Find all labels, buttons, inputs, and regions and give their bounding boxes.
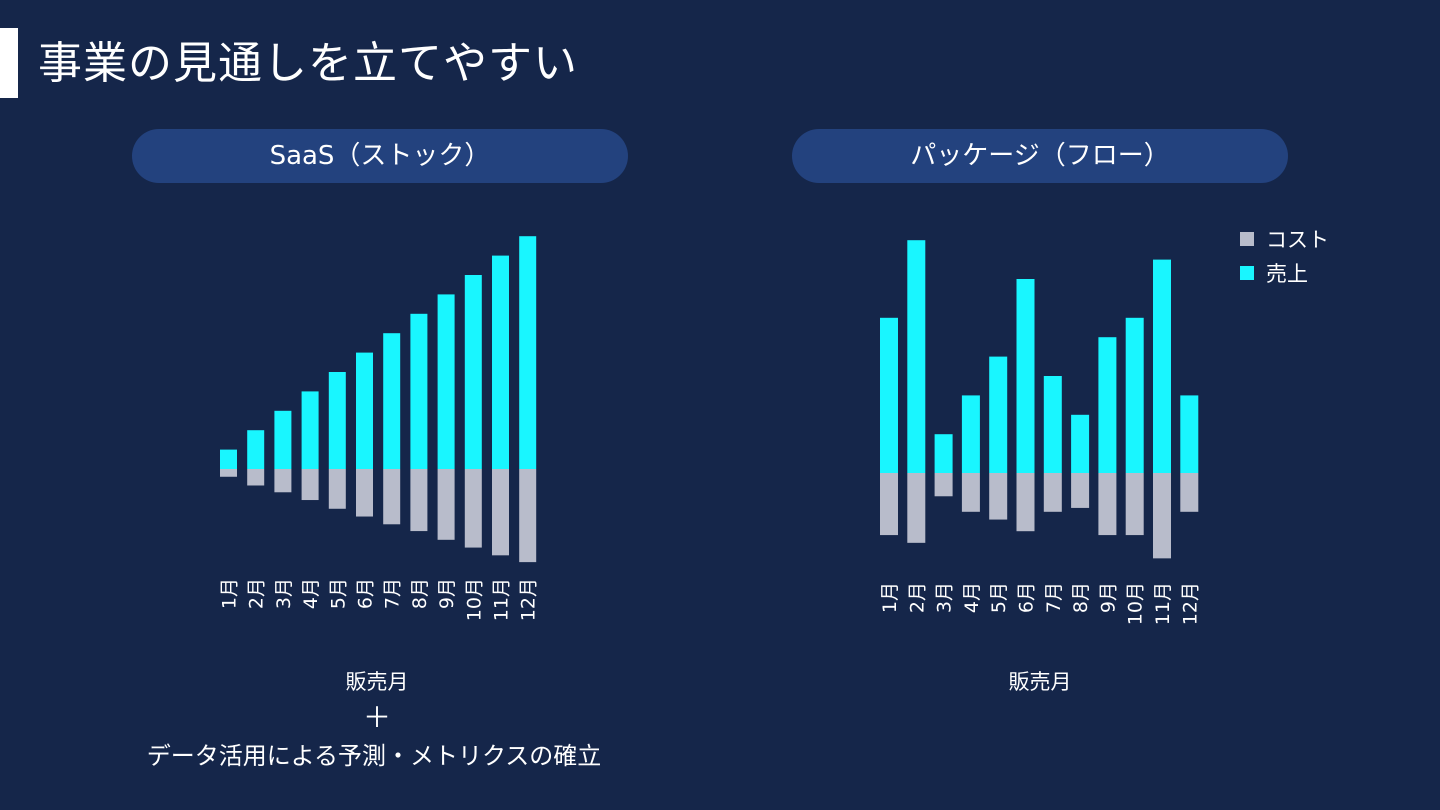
package-sales-bar-12 <box>1180 395 1199 473</box>
package-cost-bar-1 <box>880 473 898 536</box>
package-sales-bar-2 <box>907 240 926 473</box>
package-x-tick-label: 5月 <box>988 582 1010 613</box>
package-sales-bar-6 <box>1016 279 1035 473</box>
saas-sales-bar-4 <box>301 391 319 469</box>
saas-x-tick-label: 4月 <box>300 578 322 609</box>
saas-sales-bar-9 <box>437 294 455 469</box>
legend-label-cost: コスト <box>1266 228 1329 252</box>
saas-x-tick-label: 10月 <box>463 578 485 621</box>
legend-swatch-cost <box>1240 232 1254 246</box>
package-x-tick-label: 11月 <box>1152 582 1174 625</box>
saas-x-tick-label: 2月 <box>246 578 268 609</box>
saas-x-axis-title: 販売月 <box>345 670 409 694</box>
package-cost-bar-4 <box>961 473 980 512</box>
package-sales-bar-7 <box>1043 376 1062 473</box>
plus-sign: ＋ <box>362 701 391 734</box>
package-sales-bar-9 <box>1098 337 1117 473</box>
saas-sales-bar-3 <box>274 410 292 469</box>
saas-cost-bar-7 <box>383 469 401 525</box>
package-cost-bar-5 <box>989 473 1008 520</box>
package-chart-title: パッケージ（フロー） <box>792 129 1288 183</box>
footnote: データ活用による予測・メトリクスの確立 <box>146 742 602 770</box>
saas-x-tick-label: 9月 <box>436 578 458 609</box>
saas-x-tick-label: 6月 <box>355 578 377 609</box>
package-sales-bar-10 <box>1125 317 1144 473</box>
package-cost-bar-11 <box>1153 473 1171 559</box>
package-sales-bar-11 <box>1153 259 1171 473</box>
package-cost-bar-2 <box>907 473 926 543</box>
saas-x-tick-label: 1月 <box>219 578 241 609</box>
legend-swatch-sales <box>1240 266 1254 280</box>
saas-sales-bar-5 <box>328 372 346 469</box>
saas-cost-bar-6 <box>356 469 373 517</box>
saas-cost-bar-10 <box>464 469 482 548</box>
package-cost-bar-3 <box>934 473 953 497</box>
package-x-tick-label: 10月 <box>1125 582 1147 625</box>
saas-sales-bar-7 <box>383 333 401 469</box>
saas-cost-bar-9 <box>437 469 455 540</box>
saas-x-tick-label: 7月 <box>382 578 404 609</box>
saas-sales-bar-12 <box>519 236 537 469</box>
saas-x-tick-label: 11月 <box>491 578 513 621</box>
package-x-tick-label: 4月 <box>961 582 983 613</box>
legend-item-cost: コスト <box>1240 222 1329 256</box>
saas-sales-bar-11 <box>492 255 509 469</box>
saas-cost-bar-1 <box>220 469 237 477</box>
saas-cost-bar-12 <box>519 469 537 563</box>
package-sales-bar-5 <box>989 356 1008 473</box>
saas-cost-bar-3 <box>274 469 292 493</box>
legend-label-sales: 売上 <box>1266 262 1308 286</box>
saas-sales-bar-10 <box>464 275 482 469</box>
saas-cost-bar-4 <box>301 469 319 501</box>
saas-sales-bar-8 <box>410 313 428 469</box>
saas-sales-bar-2 <box>247 430 265 469</box>
package-x-tick-label: 12月 <box>1179 582 1201 625</box>
package-sales-bar-4 <box>961 395 980 473</box>
saas-cost-bar-5 <box>328 469 346 509</box>
package-x-tick-label: 9月 <box>1097 582 1119 613</box>
saas-x-tick-label: 5月 <box>327 578 349 609</box>
saas-cost-bar-11 <box>492 469 509 556</box>
package-cost-bar-6 <box>1016 473 1035 532</box>
package-x-tick-label: 8月 <box>1070 582 1092 613</box>
package-x-tick-label: 1月 <box>879 582 901 613</box>
package-cost-bar-9 <box>1098 473 1117 536</box>
package-sales-bar-8 <box>1071 414 1090 473</box>
saas-x-tick-label: 3月 <box>273 578 295 609</box>
saas-x-tick-label: 8月 <box>409 578 431 609</box>
saas-chart-title: SaaS（ストック） <box>132 129 628 183</box>
package-cost-bar-8 <box>1071 473 1090 508</box>
saas-sales-bar-6 <box>356 352 373 469</box>
package-x-tick-label: 6月 <box>1016 582 1038 613</box>
saas-cost-bar-8 <box>410 469 428 532</box>
page-title: 事業の見通しを立てやすい <box>38 38 578 89</box>
package-x-tick-label: 2月 <box>906 582 928 613</box>
package-x-axis-title: 販売月 <box>1008 670 1072 694</box>
title-accent-bar <box>0 28 18 98</box>
saas-x-tick-label: 12月 <box>518 578 540 621</box>
package-x-tick-label: 7月 <box>1043 582 1065 613</box>
package-cost-bar-12 <box>1180 473 1199 512</box>
package-x-tick-label: 3月 <box>934 582 956 613</box>
package-sales-bar-1 <box>880 317 898 473</box>
saas-sales-bar-1 <box>220 449 237 469</box>
package-cost-bar-7 <box>1043 473 1062 512</box>
saas-cost-bar-2 <box>247 469 265 486</box>
legend-item-sales: 売上 <box>1240 256 1329 290</box>
chart-legend: コスト 売上 <box>1240 222 1329 290</box>
package-cost-bar-10 <box>1125 473 1144 536</box>
package-sales-bar-3 <box>934 434 953 473</box>
